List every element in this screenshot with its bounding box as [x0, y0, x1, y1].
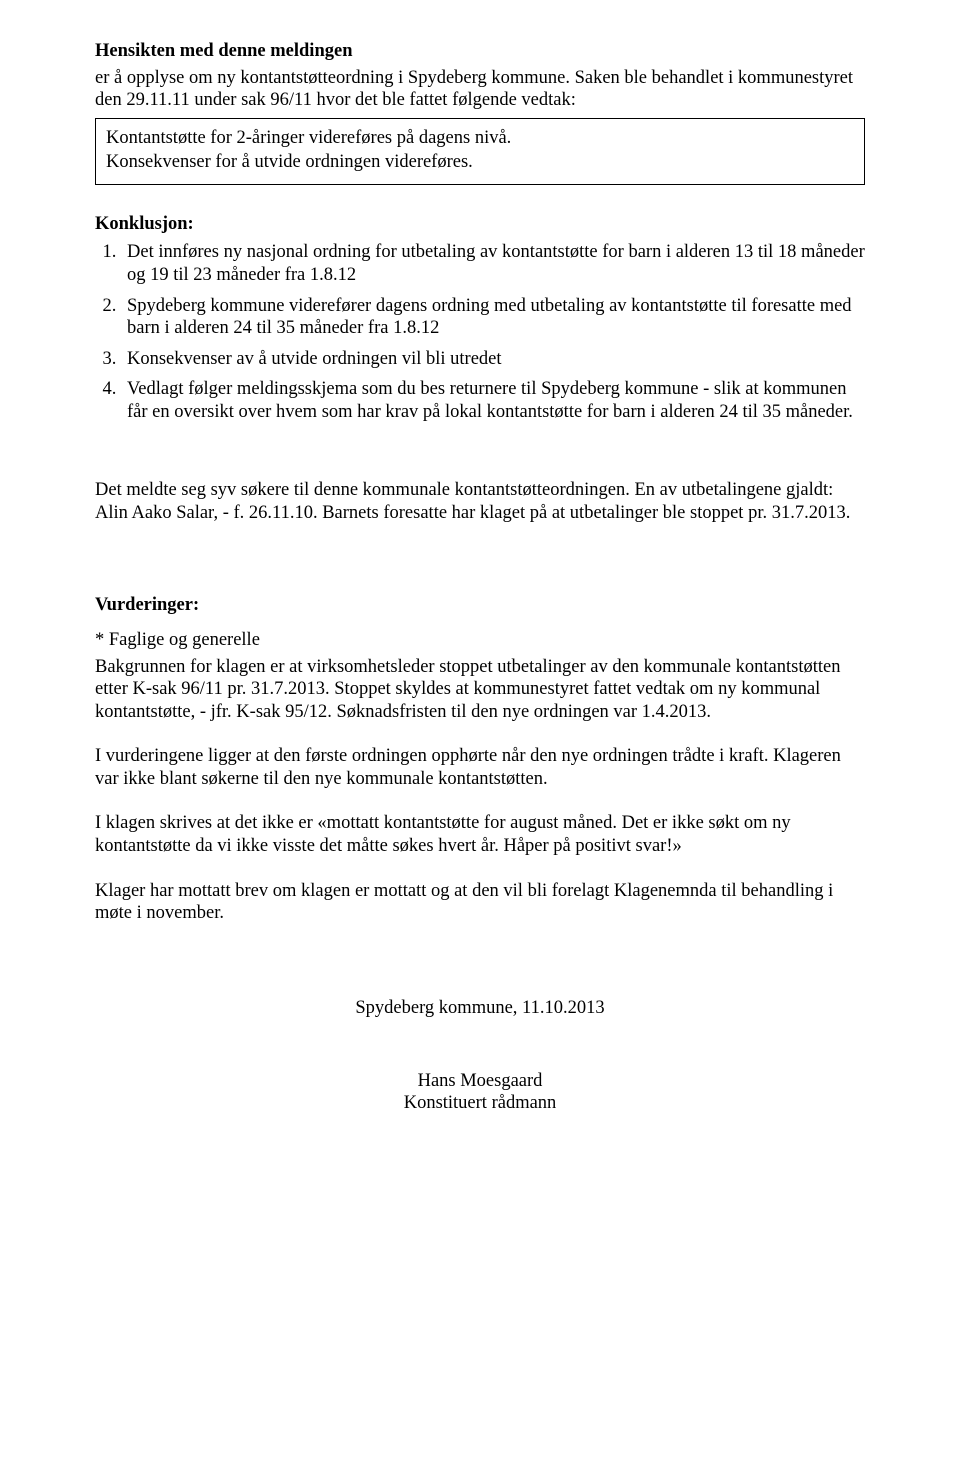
konklusjon-title: Konklusjon:: [95, 213, 865, 236]
middle-paragraph: Det meldte seg syv søkere til denne komm…: [95, 479, 865, 524]
decision-box: Kontantstøtte for 2-åringer videreføres …: [95, 118, 865, 185]
vurderinger-subhead: * Faglige og generelle: [95, 629, 865, 652]
vurderinger-para-4: Klager har mottatt brev om klagen er mot…: [95, 880, 865, 925]
vurderinger-para-3: I klagen skrives at det ikke er «mottatt…: [95, 812, 865, 857]
signature-title: Konstituert rådmann: [95, 1092, 865, 1115]
vurderinger-para-1: Bakgrunnen for klagen er at virksomhetsl…: [95, 656, 865, 724]
box-line-2: Konsekvenser for å utvide ordningen vide…: [106, 151, 854, 174]
place-date: Spydeberg kommune, 11.10.2013: [95, 997, 865, 1020]
konklusjon-list: Det innføres ny nasjonal ordning for utb…: [95, 241, 865, 423]
spacer: [95, 546, 865, 594]
list-item: Det innføres ny nasjonal ordning for utb…: [121, 241, 865, 286]
signature-block: Hans Moesgaard Konstituert rådmann: [95, 1070, 865, 1115]
spacer: [95, 947, 865, 979]
list-item: Spydeberg kommune viderefører dagens ord…: [121, 295, 865, 340]
heading-purpose: Hensikten med denne meldingen: [95, 40, 865, 63]
list-item: Konsekvenser av å utvide ordningen vil b…: [121, 348, 865, 371]
list-item: Vedlagt følger meldingsskjema som du bes…: [121, 378, 865, 423]
signature-name: Hans Moesgaard: [95, 1070, 865, 1093]
intro-paragraph: er å opplyse om ny kontantstøtteordning …: [95, 67, 865, 112]
spacer: [95, 431, 865, 479]
vurderinger-para-2: I vurderingene ligger at den første ordn…: [95, 745, 865, 790]
document-page: Hensikten med denne meldingen er å opply…: [0, 0, 960, 1481]
vurderinger-title: Vurderinger:: [95, 594, 865, 617]
box-line-1: Kontantstøtte for 2-åringer videreføres …: [106, 127, 854, 150]
